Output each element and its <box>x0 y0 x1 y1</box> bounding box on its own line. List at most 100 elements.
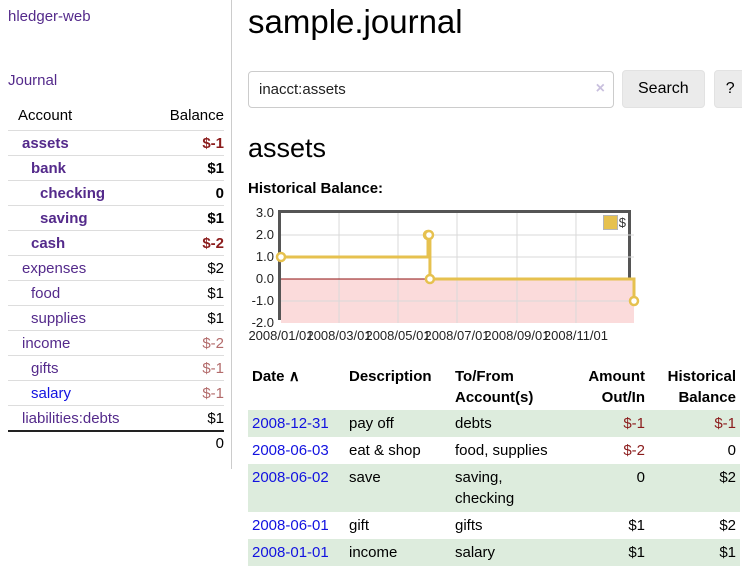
y-axis-tick-label: 3.0 <box>255 205 274 220</box>
account-link[interactable]: income <box>22 335 71 352</box>
account-row: expenses $2 <box>8 255 224 281</box>
transaction-balance: 0 <box>727 442 736 459</box>
account-balance: $-1 <box>202 360 224 377</box>
account-row: bank $1 <box>8 155 224 181</box>
transaction-description: income <box>349 544 398 561</box>
transaction-accounts: salary <box>455 544 496 561</box>
account-balance: $1 <box>207 310 224 327</box>
account-row: income $-2 <box>8 330 224 356</box>
transaction-date-link[interactable]: 2008-01-01 <box>252 544 329 561</box>
app-brand-link[interactable]: hledger-web <box>8 8 91 25</box>
account-row: salary $-1 <box>8 380 224 406</box>
transaction-amount: $-1 <box>623 415 645 432</box>
register-row: 2008-06-03 eat & shop food, supplies $-2… <box>248 437 740 464</box>
account-row: saving $1 <box>8 205 224 231</box>
y-axis-tick-label: -1.0 <box>251 293 274 308</box>
account-balance: $-1 <box>202 135 224 152</box>
transaction-amount: 0 <box>636 469 645 486</box>
y-axis-tick-label: -2.0 <box>251 315 274 330</box>
transaction-date-link[interactable]: 2008-06-01 <box>252 517 329 534</box>
transaction-balance: $-1 <box>714 415 736 432</box>
transaction-balance: $1 <box>719 544 736 561</box>
y-axis-tick-label: 0.0 <box>255 271 274 286</box>
chart-legend: $ <box>602 215 626 230</box>
accounts-body: assets $-1 bank $1 checking 0 saving $1 … <box>8 130 224 456</box>
account-balance: $1 <box>207 160 224 177</box>
register-row: 2008-01-01 income salary $1 $1 <box>248 539 740 566</box>
x-axis-tick-label: 2008/01/01 <box>248 328 314 343</box>
search-button[interactable]: Search <box>622 70 705 108</box>
search-help-button[interactable]: ? <box>713 70 742 108</box>
transaction-balance: $2 <box>719 469 736 486</box>
account-link[interactable]: liabilities:debts <box>22 410 120 427</box>
account-link[interactable]: salary <box>31 385 72 402</box>
y-axis-tick-label: 2.0 <box>255 227 274 242</box>
account-balance: $1 <box>207 410 224 427</box>
accounts-total-row: 0 <box>8 431 224 455</box>
accounts-header-row: Account Balance <box>8 104 224 131</box>
register-table: Date ∧ Description To/From Account(s) Am… <box>248 364 740 566</box>
accounts-header-account: Account <box>18 107 73 124</box>
search-form: × Search ? <box>248 70 742 108</box>
account-link[interactable]: saving <box>40 210 88 227</box>
x-axis-tick-label: 2008/09/01 <box>484 328 550 343</box>
transaction-accounts: food, supplies <box>455 442 548 459</box>
legend-swatch-icon <box>602 215 618 230</box>
accounts-header-balance: Balance <box>169 107 224 124</box>
account-row: cash $-2 <box>8 230 224 256</box>
account-link[interactable]: expenses <box>22 260 87 277</box>
register-header-row: Date ∧ Description To/From Account(s) Am… <box>248 364 740 410</box>
account-row: supplies $1 <box>8 305 224 331</box>
nav-journal-link[interactable]: Journal <box>8 72 58 89</box>
sidebar: hledger-web Journal Account Balance asse… <box>0 0 232 469</box>
transaction-balance: $2 <box>719 517 736 534</box>
account-row: liabilities:debts $1 <box>8 405 224 432</box>
transaction-accounts: debts <box>455 415 492 432</box>
legend-label: $ <box>618 215 626 230</box>
account-link[interactable]: bank <box>31 160 67 177</box>
account-row: gifts $-1 <box>8 355 224 381</box>
account-balance: $1 <box>207 210 224 227</box>
accounts-total: 0 <box>215 435 224 452</box>
register-header-description: Description <box>349 368 432 385</box>
register-row: 2008-06-01 gift gifts $1 $2 <box>248 512 740 539</box>
search-input[interactable] <box>248 70 614 108</box>
transaction-description: pay off <box>349 415 394 432</box>
transaction-description: eat & shop <box>349 442 421 459</box>
account-balance: $2 <box>207 260 224 277</box>
account-link[interactable]: food <box>31 285 61 302</box>
transaction-date-link[interactable]: 2008-06-03 <box>252 442 329 459</box>
clear-search-icon[interactable]: × <box>595 79 605 97</box>
x-axis-tick-label: 2008/07/01 <box>424 328 490 343</box>
page-title: sample.journal <box>248 3 463 40</box>
account-balance: $1 <box>207 285 224 302</box>
chart-title: Historical Balance: <box>248 180 384 197</box>
register-body: 2008-12-31 pay off debts $-1 $-1 2008-06… <box>248 410 740 566</box>
register-header-balance: Historical Balance <box>667 368 736 406</box>
account-link[interactable]: checking <box>40 185 106 202</box>
account-balance: 0 <box>215 185 224 202</box>
register-header-date[interactable]: Date ∧ <box>252 368 300 385</box>
register-row: 2008-06-02 save saving, checking 0 $2 <box>248 464 740 512</box>
transaction-accounts: saving, checking <box>455 469 515 507</box>
transaction-description: gift <box>349 517 370 534</box>
transaction-date-link[interactable]: 2008-12-31 <box>252 415 329 432</box>
account-link[interactable]: assets <box>22 135 69 152</box>
account-link[interactable]: cash <box>31 235 66 252</box>
transaction-date-link[interactable]: 2008-06-02 <box>252 469 329 486</box>
x-axis-tick-label: 2008/11/01 <box>543 328 609 343</box>
account-row: assets $-1 <box>8 130 224 156</box>
register-row: 2008-12-31 pay off debts $-1 $-1 <box>248 410 740 437</box>
transaction-description: save <box>349 469 381 486</box>
account-row: food $1 <box>8 280 224 306</box>
account-link[interactable]: supplies <box>31 310 87 327</box>
register-header-amount: Amount Out/In <box>588 368 645 406</box>
chart: $ 3.0 2.0 1.0 0.0 -1.0 -2.0 2008/01/01 2008/03/… <box>248 205 668 346</box>
accounts-table: Account Balance assets $-1 bank $1 check… <box>8 104 224 455</box>
account-balance: $-2 <box>202 235 224 252</box>
account-balance: $-1 <box>202 385 224 402</box>
x-axis-tick-label: 2008/03/01 <box>306 328 372 343</box>
account-link[interactable]: gifts <box>31 360 59 377</box>
search-input-wrap: × <box>248 70 614 108</box>
account-balance: $-2 <box>202 335 224 352</box>
